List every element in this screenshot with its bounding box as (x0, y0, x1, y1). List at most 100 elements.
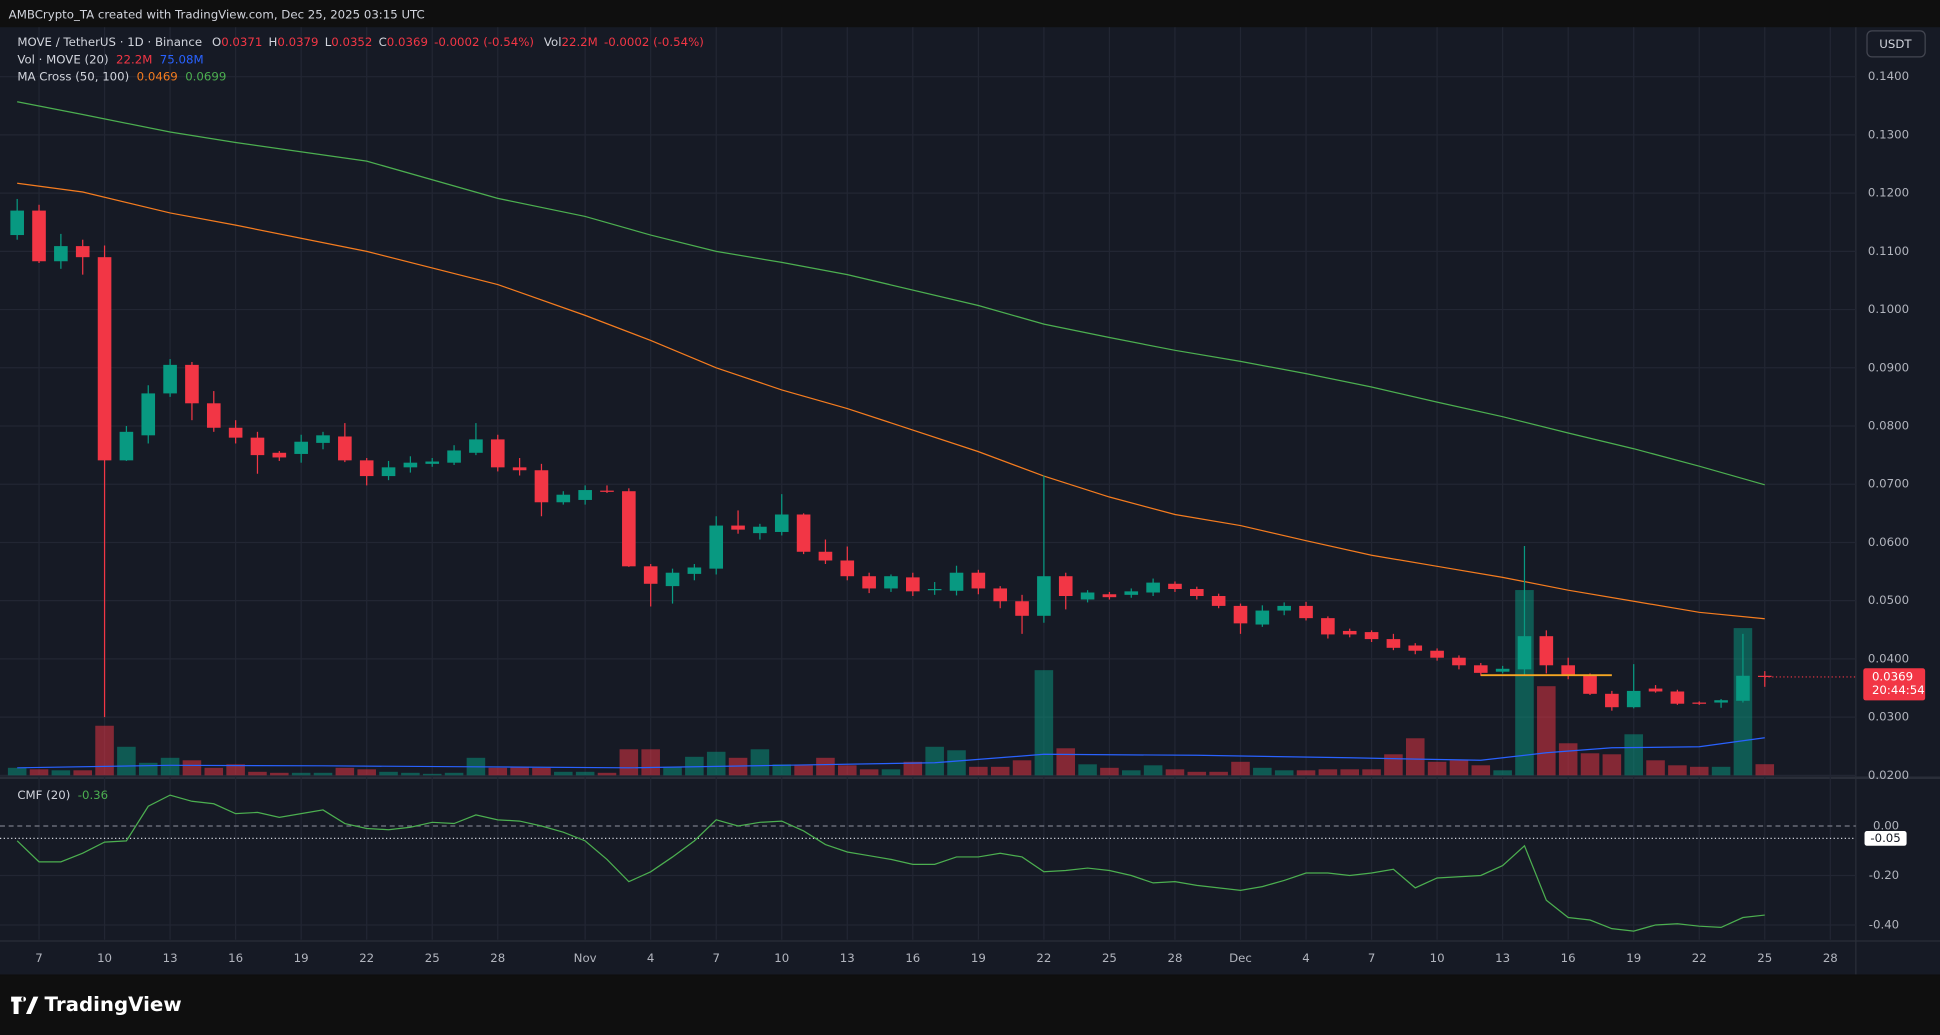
attribution: AMBCrypto_TA created with TradingView.co… (9, 7, 425, 21)
x-tick-label: 28 (490, 951, 505, 965)
volume-bar (1165, 769, 1185, 776)
candle-body (1430, 650, 1444, 658)
candle-body (731, 525, 745, 530)
volume-bar (794, 765, 813, 776)
candle-body (294, 441, 308, 454)
x-tick-label: 28 (1823, 951, 1838, 965)
candle-body (709, 525, 724, 569)
volume-bar (182, 760, 202, 776)
candle-body (10, 210, 24, 236)
x-tick-label: 22 (1692, 951, 1707, 965)
volume-bar (422, 773, 442, 776)
candle-body (1124, 591, 1139, 595)
candle-body (119, 431, 134, 461)
candle-body (359, 460, 374, 477)
candle-body (1386, 639, 1401, 648)
x-tick-label: 13 (840, 951, 855, 965)
y-tick-label: 0.0500 (1868, 593, 1909, 607)
candle-body (1495, 668, 1510, 672)
candle-body (600, 490, 614, 492)
candle-body (338, 436, 352, 461)
volume-bar (313, 772, 333, 776)
candle-body (753, 526, 767, 534)
candle-body (1473, 665, 1488, 673)
volume-bar (1362, 769, 1381, 776)
cmf-label: CMF (20) (17, 788, 70, 802)
y-tick-label: 0.0700 (1868, 477, 1909, 491)
candle-body (1605, 693, 1619, 708)
x-tick-label: Dec (1229, 951, 1252, 965)
last-price-label: 0.0369 (1872, 669, 1913, 683)
volume-bar (619, 749, 639, 776)
x-tick-label: 4 (1302, 951, 1309, 965)
candle-body (1517, 636, 1532, 670)
candle-body (993, 588, 1008, 602)
candle-body (1583, 675, 1597, 694)
currency-box[interactable] (1866, 30, 1926, 58)
volume-bar (510, 766, 529, 776)
y-tick-label: 0.1300 (1868, 127, 1909, 141)
logo[interactable]: TradingView (45, 993, 182, 1016)
volume-ma-value: 75.08M (160, 52, 204, 66)
candle-body (971, 572, 986, 589)
chart-area (0, 27, 1940, 975)
candle-body (97, 257, 112, 461)
x-tick-label: 7 (712, 951, 719, 965)
volume-bar (706, 751, 726, 776)
cmf-value: -0.36 (78, 788, 108, 802)
candle-body (1015, 601, 1029, 616)
candle-body (534, 470, 549, 503)
volume-bar (685, 756, 704, 776)
volume-bar (1646, 760, 1665, 776)
volume-bar (1602, 754, 1622, 776)
c-label: C (379, 35, 387, 49)
volume-bar (1427, 761, 1447, 776)
volume-bar (270, 772, 289, 776)
legend-main: MOVE / TetherUS · 1D · Binance O0.0371 H0.… (17, 35, 704, 49)
vol-value: 22.2M (561, 35, 597, 49)
x-tick-label: 13 (163, 951, 178, 965)
y-tick-label: 0.0600 (1868, 535, 1909, 549)
candle-body (1080, 592, 1095, 600)
x-tick-label: 22 (359, 951, 374, 965)
candle-body (1037, 576, 1051, 616)
ma50-value: 0.0469 (137, 69, 178, 83)
candle-body (163, 364, 177, 394)
y-tick-label: 0.0200 (1868, 768, 1909, 782)
volume-bar (903, 761, 923, 776)
candle-body (490, 439, 505, 468)
volume-bar (1056, 748, 1076, 776)
candle-body (316, 435, 330, 443)
volume-bar (641, 749, 660, 776)
volume-bar (444, 772, 464, 776)
cmf-level-label: -0.05 (1870, 831, 1900, 845)
volume-bar (816, 757, 835, 776)
x-tick-label: 7 (1368, 951, 1375, 965)
candle-body (643, 566, 658, 584)
candle-body (1561, 665, 1575, 676)
volume-bar (1100, 767, 1119, 776)
candle-body (272, 452, 287, 458)
c-value: 0.0369 (387, 35, 428, 49)
candle-body (1102, 594, 1117, 598)
volume-bar (1296, 770, 1316, 776)
volume-bar (663, 766, 682, 776)
volume-bar (859, 769, 879, 776)
candle-body (206, 403, 221, 428)
candle-body (796, 514, 811, 552)
volume-bar (597, 772, 617, 776)
volume-bar (488, 767, 508, 776)
candle-body (1168, 583, 1182, 590)
currency[interactable]: USDT (1879, 37, 1912, 51)
candle-body (1736, 675, 1750, 701)
y-tick-label: 0.1000 (1868, 302, 1909, 316)
volume-bar (248, 771, 267, 776)
volume-bar (1384, 754, 1403, 776)
volume-bar (881, 769, 901, 776)
candle-body (469, 439, 483, 453)
volume-bar (1231, 761, 1250, 776)
symbol: MOVE / TetherUS · 1D · Binance (17, 35, 202, 49)
volume-bar (1274, 770, 1294, 776)
volume-bar (1471, 765, 1491, 776)
